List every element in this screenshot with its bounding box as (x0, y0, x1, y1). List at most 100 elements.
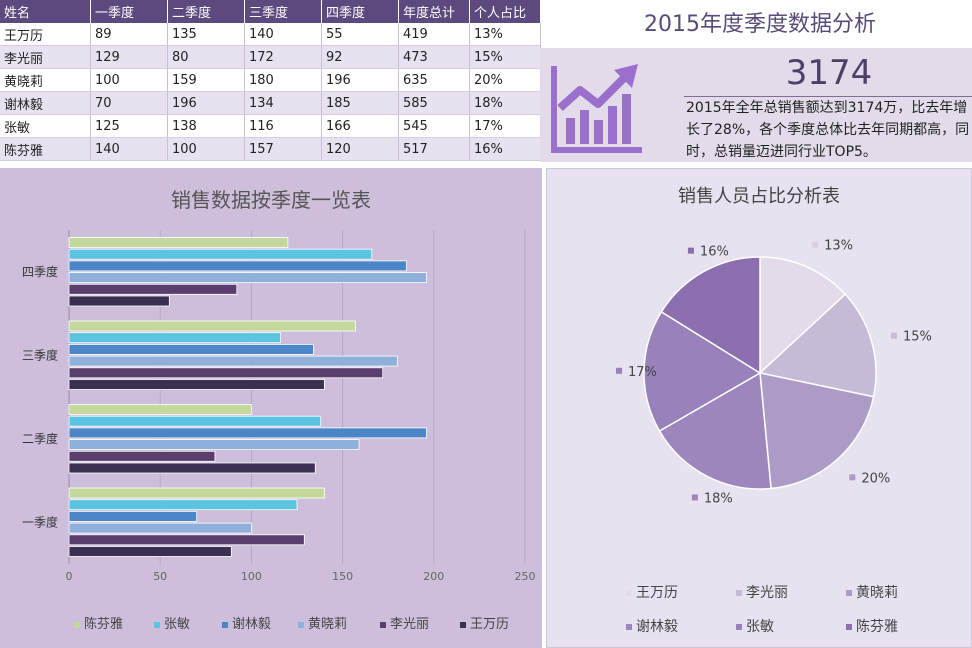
data-label-marker (812, 241, 819, 248)
x-tick-label: 250 (515, 570, 536, 583)
bar (68, 534, 305, 546)
data-label: 18% (704, 491, 733, 506)
table-row: 李光丽 129 80 172 92 473 15% (0, 45, 541, 69)
legend-item: 张敏 (736, 618, 774, 636)
bar (68, 260, 407, 272)
table-cell: 473 (398, 45, 470, 69)
x-tick-label: 200 (423, 570, 444, 583)
bar (68, 379, 325, 390)
legend-item: 张敏 (154, 616, 190, 634)
data-label: 15% (903, 330, 932, 345)
table-cell: 100 (167, 137, 245, 161)
legend-swatch (380, 621, 386, 628)
table-cell: 80 (167, 45, 245, 69)
legend-label: 张敏 (164, 617, 191, 632)
table-cell: 166 (321, 114, 399, 138)
table-row: 黄晓莉 100 159 180 196 635 20% (0, 68, 541, 92)
legend-swatch (846, 590, 852, 596)
header-share: 个人占比 (469, 0, 541, 23)
summary-title: 2015年度季度数据分析 (644, 12, 876, 37)
data-label-marker (849, 474, 856, 481)
table-cell: 70 (90, 91, 168, 115)
bar (68, 487, 325, 499)
bar (68, 415, 322, 427)
table-header-row: 姓名 一季度 二季度 三季度 四季度 年度总计 个人占比 (0, 0, 541, 23)
legend-item: 谢林毅 (626, 618, 678, 636)
bar (68, 462, 316, 474)
legend-label: 王万历 (470, 617, 510, 632)
pie-slice (759, 372, 875, 490)
x-tick-label: 150 (332, 570, 353, 583)
legend-item: 王万历 (460, 616, 509, 634)
table-cell: 16% (469, 137, 541, 161)
bar (68, 237, 289, 248)
table-cell: 157 (244, 137, 322, 161)
sales-table: 姓名 一季度 二季度 三季度 四季度 年度总计 个人占比 王万历 89 135 140… (0, 0, 541, 161)
legend-item: 陈芬雅 (846, 618, 898, 636)
legend-swatch (460, 621, 466, 628)
table-row: 谢林毅 70 196 134 185 585 18% (0, 91, 541, 115)
legend-item: 陈芬雅 (74, 616, 123, 634)
table-cell: 129 (90, 45, 168, 69)
category-label: 四季度 (22, 264, 58, 279)
bar (68, 320, 356, 332)
pie-slice (758, 293, 877, 398)
bar (68, 355, 398, 367)
data-label-marker (616, 367, 623, 374)
divider (684, 96, 972, 97)
legend-item: 李光丽 (380, 616, 429, 634)
pie-chart: 13% 15% 20% 18% 17% 16% (616, 239, 932, 506)
legend-label: 张敏 (746, 619, 774, 635)
table-cell: 196 (321, 68, 399, 92)
bar (68, 367, 384, 379)
bar (68, 404, 252, 415)
legend-label: 谢林毅 (232, 617, 272, 632)
legend-label: 陈芬雅 (856, 619, 898, 635)
table-cell: 545 (398, 114, 470, 138)
legend-swatch (846, 624, 852, 630)
legend-swatch (736, 590, 742, 596)
legend-label: 李光丽 (390, 617, 430, 632)
table-cell: 635 (398, 68, 470, 92)
table-cell: 125 (90, 114, 168, 138)
bar (68, 248, 373, 260)
table-cell: 陈芬雅 (0, 137, 91, 161)
table-cell: 134 (244, 91, 322, 115)
category-label: 三季度 (22, 347, 58, 362)
bar (68, 295, 170, 307)
legend-label: 黄晓莉 (856, 585, 898, 601)
table-row: 王万历 89 135 140 55 419 13% (0, 23, 541, 46)
x-tick-label: 50 (153, 570, 167, 583)
pie-chart-title: 销售人员占比分析表 (678, 186, 840, 207)
category-label: 一季度 (22, 514, 58, 529)
table-cell: 55 (321, 23, 399, 46)
bar (68, 450, 216, 462)
legend-item: 李光丽 (736, 584, 788, 602)
bar (68, 439, 360, 451)
table-cell: 172 (244, 45, 322, 69)
header-q3: 三季度 (244, 0, 322, 23)
bar (68, 522, 252, 534)
legend-swatch (626, 590, 632, 596)
x-tick-label: 0 (66, 570, 73, 583)
table-row: 陈芬雅 140 100 157 120 517 16% (0, 137, 541, 161)
header-q1: 一季度 (90, 0, 168, 23)
header-total: 年度总计 (398, 0, 470, 23)
table-cell: 黄晓莉 (0, 68, 91, 92)
annual-total-number: 3174 (785, 53, 873, 93)
data-label: 13% (824, 239, 853, 254)
table-cell: 138 (167, 114, 245, 138)
table-cell: 196 (167, 91, 245, 115)
legend-swatch (154, 621, 160, 628)
header-name: 姓名 (0, 0, 91, 23)
data-label-marker (691, 494, 698, 501)
table-cell: 585 (398, 91, 470, 115)
data-label: 17% (628, 365, 657, 380)
legend-label: 谢林毅 (636, 619, 678, 635)
table-cell: 谢林毅 (0, 91, 91, 115)
bar (68, 343, 314, 355)
legend-item: 黄晓莉 (298, 616, 347, 634)
legend-item: 谢林毅 (222, 616, 271, 634)
header-q4: 四季度 (321, 0, 399, 23)
